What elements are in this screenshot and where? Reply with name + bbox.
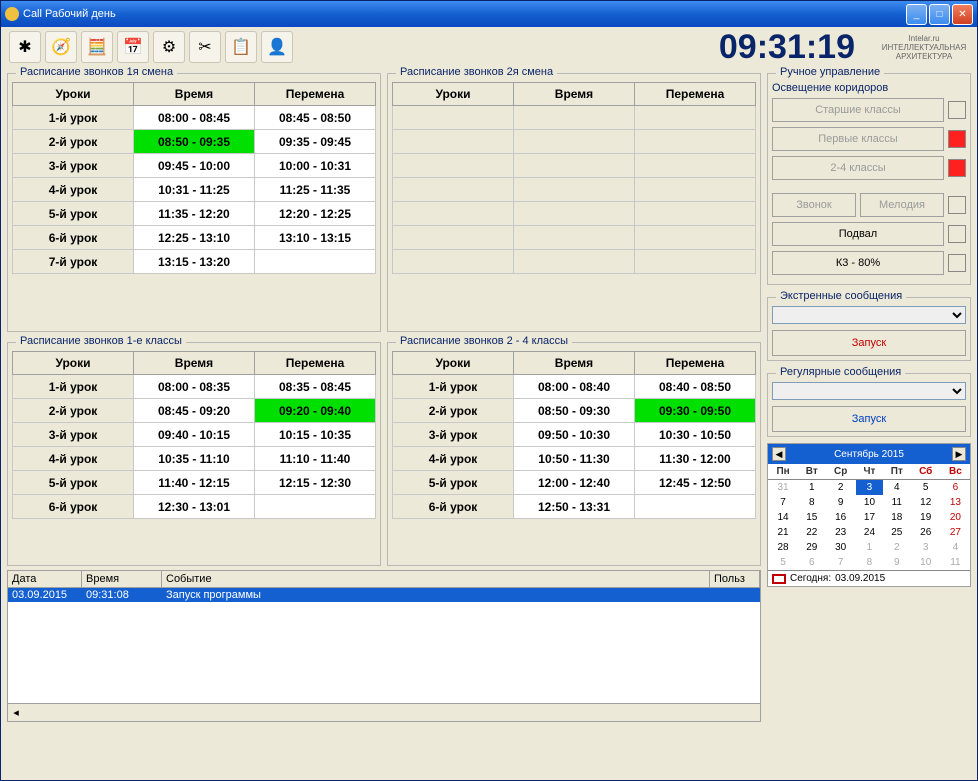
schedule-table-shift2: УрокиВремяПеремена	[392, 82, 756, 274]
first-classes-button[interactable]: Первые классы	[772, 127, 944, 151]
senior-classes-button[interactable]: Старшие классы	[772, 98, 944, 122]
toolbar: ✱🧭🧮📅⚙✂📋👤 09:31:19 Intelar.ru ИНТЕЛЛЕКТУА…	[1, 27, 977, 67]
schedule-shift1: Расписание звонков 1я смена УрокиВремяПе…	[7, 73, 381, 332]
k3-button[interactable]: К3 - 80%	[772, 251, 944, 275]
schedule-class1: Расписание звонков 1-е классы УрокиВремя…	[7, 342, 381, 566]
schedule-class24: Расписание звонков 2 - 4 классы УрокиВре…	[387, 342, 761, 566]
toolbar-button-1[interactable]: 🧭	[45, 31, 77, 63]
classes24-indicator	[948, 159, 966, 177]
cal-month: Сентябрь 2015	[834, 449, 904, 460]
toolbar-button-3[interactable]: 📅	[117, 31, 149, 63]
log-row[interactable]: 03.09.2015 09:31:08 Запуск программы	[8, 588, 760, 602]
classes24-button[interactable]: 2-4 классы	[772, 156, 944, 180]
cal-footer[interactable]: Сегодня: 03.09.2015	[768, 570, 970, 586]
toolbar-button-2[interactable]: 🧮	[81, 31, 113, 63]
schedule-table-class1: УрокиВремяПеремена1-й урок08:00 - 08:350…	[12, 351, 376, 519]
log-header: Дата Время Событие Польз	[8, 571, 760, 588]
regular-launch-button[interactable]: Запуск	[772, 406, 966, 432]
clock: 09:31:19	[297, 28, 875, 67]
calendar: ◀ Сентябрь 2015 ▶ ПнВтСрЧтПтСбВс31123456…	[767, 443, 971, 587]
schedule-shift2: Расписание звонков 2я смена УрокиВремяПе…	[387, 73, 761, 332]
schedule-table-class24: УрокиВремяПеремена1-й урок08:00 - 08:400…	[392, 351, 756, 519]
app-icon	[5, 7, 19, 21]
basement-indicator	[948, 225, 966, 243]
bell-indicator	[948, 196, 966, 214]
window-title: Call Рабочий день	[23, 8, 906, 20]
toolbar-button-7[interactable]: 👤	[261, 31, 293, 63]
emergency-messages: Экстренные сообщения Запуск	[767, 297, 971, 361]
melody-button[interactable]: Мелодия	[860, 193, 944, 217]
k3-indicator	[948, 254, 966, 272]
titlebar: Call Рабочий день _ □ ✕	[1, 1, 977, 27]
regular-messages: Регулярные сообщения Запуск	[767, 373, 971, 437]
basement-button[interactable]: Подвал	[772, 222, 944, 246]
schedule-table-shift1: УрокиВремяПеремена1-й урок08:00 - 08:450…	[12, 82, 376, 274]
regular-select[interactable]	[772, 382, 966, 400]
emergency-select[interactable]	[772, 306, 966, 324]
toolbar-button-0[interactable]: ✱	[9, 31, 41, 63]
senior-indicator	[948, 101, 966, 119]
minimize-button[interactable]: _	[906, 4, 927, 25]
event-log: Дата Время Событие Польз 03.09.2015 09:3…	[7, 570, 761, 722]
manual-control: Ручное управление Освещение коридоров Ст…	[767, 73, 971, 285]
cal-prev-button[interactable]: ◀	[772, 447, 786, 461]
first-indicator	[948, 130, 966, 148]
emergency-launch-button[interactable]: Запуск	[772, 330, 966, 356]
maximize-button[interactable]: □	[929, 4, 950, 25]
calendar-grid[interactable]: ПнВтСрЧтПтСбВс31123456789101112131415161…	[768, 464, 970, 570]
today-icon	[772, 574, 786, 584]
toolbar-button-6[interactable]: 📋	[225, 31, 257, 63]
lighting-label: Освещение коридоров	[772, 82, 966, 94]
toolbar-button-5[interactable]: ✂	[189, 31, 221, 63]
close-button[interactable]: ✕	[952, 4, 973, 25]
cal-next-button[interactable]: ▶	[952, 447, 966, 461]
bell-button[interactable]: Звонок	[772, 193, 856, 217]
app-window: Call Рабочий день _ □ ✕ ✱🧭🧮📅⚙✂📋👤 09:31:1…	[0, 0, 978, 781]
logo: Intelar.ru ИНТЕЛЛЕКТУАЛЬНАЯ АРХИТЕКТУРА	[879, 34, 969, 61]
toolbar-button-4[interactable]: ⚙	[153, 31, 185, 63]
